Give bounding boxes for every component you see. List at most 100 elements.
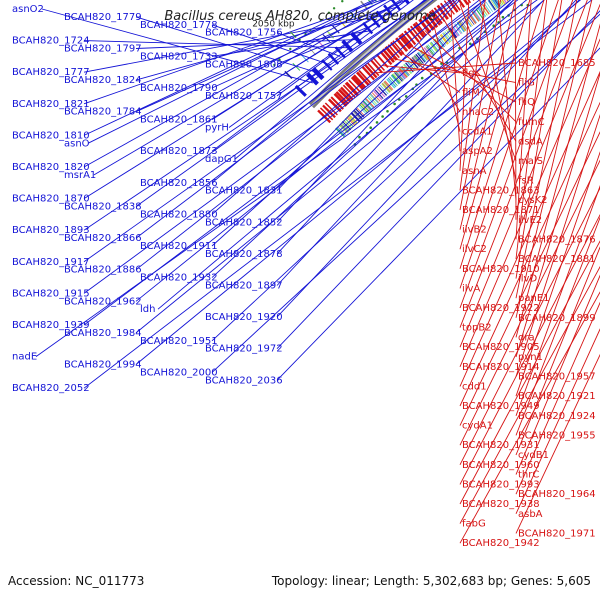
right-gene-label: BCAH820_1942 [462,538,540,549]
left-gene-label: BCAH820_1757 [205,91,283,102]
left-gene-label: BCAH820_1866 [64,233,142,244]
cog-category [339,123,350,133]
left-gene-label: BCAH820_1831 [205,186,283,197]
cog-category [487,0,496,11]
cog-category [427,44,436,55]
cog-category [425,46,434,56]
feature-dot-outer [273,63,276,67]
left-leader-line [83,0,519,326]
right-leader-line [515,184,600,416]
right-gene-label: BCAH820_1938 [462,499,540,510]
cog-category [430,41,439,53]
right-gene-label: BCAH820_1964 [518,489,596,500]
left-leader-line [276,0,515,255]
left-gene-label: BCAH820_1886 [64,265,142,276]
feature-dot [375,121,379,124]
right-gene-label: BCAH820_1863 [462,185,540,196]
left-leader-line [211,0,414,152]
cds-forward [294,84,307,97]
left-gene-label: BCAH820_1756 [205,28,283,39]
left-gene-label: BCAH820_1878 [205,249,283,260]
right-leader-line [459,0,559,289]
cog-category [415,53,424,64]
cds-reverse [348,79,362,93]
cog-category [414,55,423,65]
right-gene-label: aspA2 [462,146,493,157]
right-gene-label: fabG [462,519,486,530]
cds-reverse [381,48,395,63]
cds-reverse [342,84,356,98]
cog-category [465,15,473,27]
cog-category [452,25,460,36]
accession-label: Accession: NC_011773 [8,574,145,588]
cog-category [417,51,427,62]
cog-category [432,40,441,51]
left-leader-line [83,0,375,136]
cog-category [374,89,384,99]
cds-reverse [337,88,352,103]
cds-reverse [395,37,409,52]
right-gene-label: fliQ [518,97,535,108]
cds-reverse [376,54,389,68]
left-leader-line [211,0,458,215]
right-gene-label: BCAH820_1914 [462,362,540,373]
left-leader-line [228,0,408,128]
right-leader-line [459,131,600,426]
right-leader-line [515,216,600,436]
left-leader-line [276,10,600,350]
right-leader-line [515,113,600,377]
right-leader-line [515,301,600,495]
right-leader-line [515,0,563,279]
kbp-tick-label: 2050 kbp [252,19,295,29]
right-leader-line [479,0,517,181]
right-gene-label: BCAH820_1993 [462,479,540,490]
feature-dot [469,42,472,46]
right-leader-line [459,3,600,348]
right-gene-label: flgK [462,68,482,79]
left-gene-label: BCAH820_1778 [140,20,218,31]
feature-dot-outer [278,58,281,61]
feature-dot-outer [341,0,344,3]
topology-label: Topology: linear; Length: 5,302,683 bp; … [271,574,591,588]
right-leader-line [459,0,574,309]
left-gene-label: BCAH820_1733 [140,51,218,62]
right-leader-line [459,38,600,367]
right-leader-line [459,265,600,524]
right-gene-label: BCAH820_1871 [462,205,540,216]
left-gene-label: pyrH [205,123,229,134]
feature-dot-outer [332,7,336,10]
left-leader-line [211,0,408,89]
cog-category [471,11,480,22]
right-leader-line [515,353,600,534]
left-gene-label: BCAH820_1870 [12,194,90,205]
right-gene-label: fliG [518,78,535,89]
left-leader-line [135,0,427,207]
cog-category [426,45,435,56]
right-leader-line [459,101,600,407]
right-gene-label: fumC [518,117,545,128]
right-leader-line [459,0,531,250]
cog-category [387,77,397,88]
right-gene-label: BCAH820_1905 [462,342,540,353]
left-gene-label: BCAH820_1911 [140,241,218,252]
right-gene-label: topB2 [462,323,492,334]
right-gene-label: ilvE2 [518,215,542,226]
cds-reverse [356,71,370,86]
cds-reverse [361,66,375,81]
right-gene-label: ccdA1 [462,127,493,138]
cds-forward [390,0,402,11]
left-leader-line [211,0,485,247]
cds-reverse [398,34,412,50]
right-leader-line [459,0,470,171]
left-gene-label: BCAH820_1939 [12,320,90,331]
left-gene-label: BCAH820_1856 [140,178,218,189]
left-gene-label: BCAH820_1821 [12,99,90,110]
left-gene-label: BCAH820_1920 [205,312,283,323]
cog-category [485,1,493,13]
right-leader-line [514,0,517,220]
left-gene-label: BCAH820_1861 [140,115,218,126]
cog-category [501,0,506,5]
cog-category [417,52,426,63]
right-leader-line [459,159,600,446]
